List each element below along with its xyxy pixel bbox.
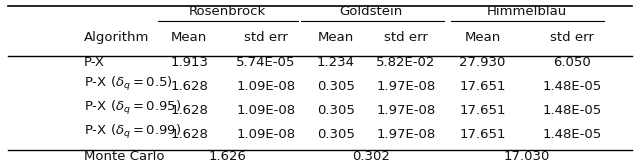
Text: Goldstein: Goldstein — [339, 5, 403, 18]
Text: 5.82E-02: 5.82E-02 — [376, 56, 436, 69]
Text: 1.234: 1.234 — [317, 56, 355, 69]
Text: 1.09E-08: 1.09E-08 — [236, 128, 296, 141]
Text: P-X: P-X — [84, 56, 105, 69]
Text: 0.305: 0.305 — [317, 80, 355, 93]
Text: 1.97E-08: 1.97E-08 — [376, 128, 436, 141]
Text: std err: std err — [550, 31, 594, 44]
Text: Himmelblau: Himmelblau — [487, 5, 567, 18]
Text: 1.97E-08: 1.97E-08 — [376, 104, 436, 117]
Text: Algorithm: Algorithm — [84, 31, 150, 44]
Text: 1.48E-05: 1.48E-05 — [542, 128, 602, 141]
Text: 1.09E-08: 1.09E-08 — [236, 104, 296, 117]
Text: 1.628: 1.628 — [170, 104, 208, 117]
Text: 0.305: 0.305 — [317, 128, 355, 141]
Text: std err: std err — [384, 31, 428, 44]
Text: 1.628: 1.628 — [170, 128, 208, 141]
Text: P-X ($\delta_q = 0.5$): P-X ($\delta_q = 0.5$) — [84, 75, 173, 93]
Text: Monte Carlo: Monte Carlo — [84, 150, 164, 162]
Text: 17.651: 17.651 — [460, 104, 506, 117]
Text: 17.651: 17.651 — [460, 80, 506, 93]
Text: 1.97E-08: 1.97E-08 — [376, 80, 436, 93]
Text: 1.09E-08: 1.09E-08 — [236, 80, 296, 93]
Text: 5.74E-05: 5.74E-05 — [236, 56, 296, 69]
Text: Mean: Mean — [465, 31, 500, 44]
Text: 0.305: 0.305 — [317, 104, 355, 117]
Text: 6.050: 6.050 — [553, 56, 591, 69]
Text: P-X ($\delta_q = 0.99$): P-X ($\delta_q = 0.99$) — [84, 123, 182, 141]
Text: 17.651: 17.651 — [460, 128, 506, 141]
Text: Mean: Mean — [318, 31, 354, 44]
Text: 1.913: 1.913 — [170, 56, 209, 69]
Text: Rosenbrock: Rosenbrock — [189, 5, 266, 18]
Text: 17.030: 17.030 — [504, 150, 550, 162]
Text: std err: std err — [244, 31, 288, 44]
Text: 0.302: 0.302 — [352, 150, 390, 162]
Text: 1.48E-05: 1.48E-05 — [542, 104, 602, 117]
Text: 1.48E-05: 1.48E-05 — [542, 80, 602, 93]
Text: P-X ($\delta_q = 0.95$): P-X ($\delta_q = 0.95$) — [84, 99, 182, 117]
Text: Mean: Mean — [172, 31, 207, 44]
Text: 1.628: 1.628 — [170, 80, 208, 93]
Text: 27.930: 27.930 — [460, 56, 506, 69]
Text: 1.626: 1.626 — [209, 150, 246, 162]
